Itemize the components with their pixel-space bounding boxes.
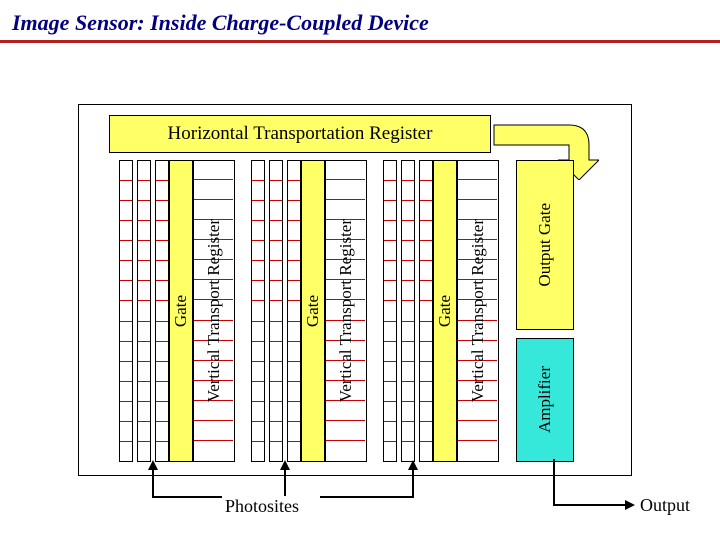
photosite-column <box>155 160 169 462</box>
gate-label: Gate <box>435 295 455 327</box>
vtr-label: Vertical Transport Register <box>204 219 224 402</box>
output-gate: Output Gate <box>516 160 574 330</box>
amplifier: Amplifier <box>516 338 574 462</box>
vtr-label: Vertical Transport Register <box>468 219 488 402</box>
vertical-register: Vertical Transport Register <box>325 160 367 462</box>
photosite-column <box>287 160 301 462</box>
gate-column: Gate <box>169 160 193 462</box>
photosite-column <box>119 160 133 462</box>
gate-label: Gate <box>171 295 191 327</box>
column-group: Gate Vertical Transport Register <box>383 160 498 460</box>
photosite-column <box>251 160 265 462</box>
page: Image Sensor: Inside Charge-Coupled Devi… <box>0 0 720 540</box>
output-stack: Output Gate Amplifier <box>516 160 572 460</box>
vertical-register: Vertical Transport Register <box>457 160 499 462</box>
vtr-label: Vertical Transport Register <box>336 219 356 402</box>
photosite-column <box>419 160 433 462</box>
column-group: Gate Vertical Transport Register <box>119 160 234 460</box>
column-group: Gate Vertical Transport Register <box>251 160 366 460</box>
gate-column: Gate <box>301 160 325 462</box>
photosites-label: Photosites <box>225 496 299 517</box>
ccd-diagram: Horizontal Transportation Register Gate … <box>78 104 632 476</box>
title-rule <box>0 40 720 43</box>
gate-column: Gate <box>433 160 457 462</box>
page-title: Image Sensor: Inside Charge-Coupled Devi… <box>12 10 429 36</box>
gate-label: Gate <box>303 295 323 327</box>
output-gate-label: Output Gate <box>535 203 555 287</box>
photosite-column <box>137 160 151 462</box>
vertical-register: Vertical Transport Register <box>193 160 235 462</box>
photosite-column <box>269 160 283 462</box>
output-label: Output <box>640 495 690 516</box>
photosite-column <box>401 160 415 462</box>
amplifier-label: Amplifier <box>535 366 555 433</box>
horizontal-register: Horizontal Transportation Register <box>109 115 491 153</box>
photosite-column <box>383 160 397 462</box>
